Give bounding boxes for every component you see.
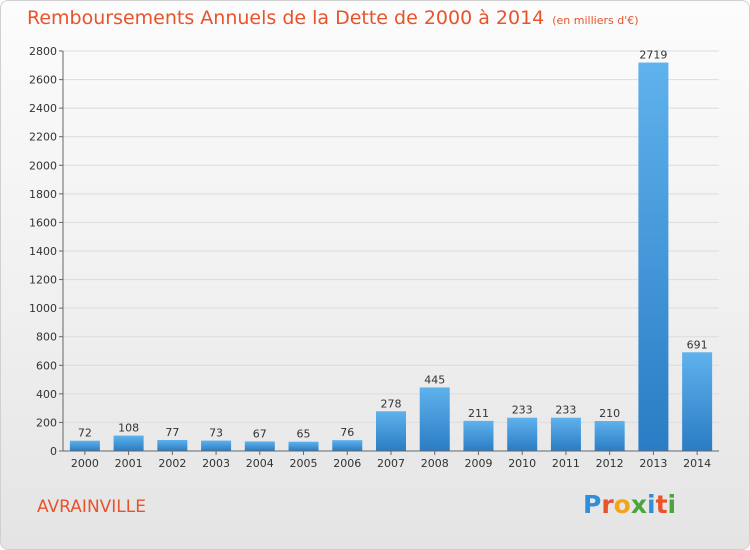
bar xyxy=(507,417,538,451)
x-tick-label: 2003 xyxy=(202,457,230,470)
logo-letter: r xyxy=(601,490,614,519)
bar-value-label: 691 xyxy=(687,338,708,351)
y-tick-label: 0 xyxy=(50,445,57,458)
bar xyxy=(244,441,275,451)
bar-value-label: 108 xyxy=(118,422,139,435)
x-tick-label: 2005 xyxy=(290,457,318,470)
bar-value-label: 233 xyxy=(555,404,576,417)
y-tick-label: 2200 xyxy=(29,131,57,144)
commune-name: AVRAINVILLE xyxy=(37,497,146,517)
bar-value-label: 77 xyxy=(165,426,179,439)
bar-value-label: 76 xyxy=(340,426,354,439)
bar xyxy=(332,440,363,451)
bar xyxy=(288,441,319,451)
x-tick-label: 2001 xyxy=(115,457,143,470)
bar-value-label: 65 xyxy=(297,428,311,441)
x-tick-label: 2009 xyxy=(464,457,492,470)
logo-letter: o xyxy=(613,490,631,519)
y-tick-label: 200 xyxy=(36,416,57,429)
x-tick-label: 2008 xyxy=(421,457,449,470)
bar xyxy=(376,411,406,451)
logo-letter: i xyxy=(647,490,656,519)
y-tick-label: 400 xyxy=(36,388,57,401)
grid-lines xyxy=(63,50,719,452)
x-axis: 2000 2001 2002 2003 2004 2005 2006 2007 2008 2009… xyxy=(63,450,719,470)
bar xyxy=(201,440,232,451)
bar-value-label: 445 xyxy=(424,373,445,386)
x-tick-label: 2011 xyxy=(552,457,580,470)
chart-title: Remboursements Annuels de la Dette de 20… xyxy=(27,7,639,29)
bar xyxy=(682,352,713,451)
unit-text: (en milliers d'€) xyxy=(552,14,639,27)
y-tick-label: 1800 xyxy=(29,188,57,201)
x-tick-label: 2006 xyxy=(333,457,361,470)
logo-letter: t xyxy=(655,490,668,519)
bar xyxy=(419,387,450,451)
bar xyxy=(69,440,100,451)
y-axis: 0 200 400 600 800 1000 1200 1400 1600 1800 2000 220… xyxy=(29,45,64,458)
bar-value-label: 278 xyxy=(381,397,402,410)
bar xyxy=(463,420,494,451)
x-tick-label: 2007 xyxy=(377,457,405,470)
bar-value-label: 2719 xyxy=(639,49,667,62)
bar-value-label: 73 xyxy=(209,427,223,440)
x-tick-label: 2010 xyxy=(508,457,536,470)
bar xyxy=(550,417,581,451)
y-tick-label: 1600 xyxy=(29,216,57,229)
x-tick-label: 2013 xyxy=(639,457,667,470)
bar-value-label: 67 xyxy=(253,427,267,440)
y-tick-label: 2000 xyxy=(29,159,57,172)
y-tick-label: 1200 xyxy=(29,274,57,287)
y-tick-label: 2400 xyxy=(29,102,57,115)
bar-value-label: 233 xyxy=(512,404,533,417)
proxiti-logo: Proxiti xyxy=(583,490,676,519)
y-tick-label: 1000 xyxy=(29,302,57,315)
title-text: Remboursements Annuels de la Dette de 20… xyxy=(27,7,545,29)
x-tick-label: 2014 xyxy=(683,457,711,470)
logo-letter: P xyxy=(583,490,602,519)
x-tick-label: 2004 xyxy=(246,457,274,470)
x-tick-label: 2002 xyxy=(158,457,186,470)
bar xyxy=(638,62,669,451)
x-tick-label: 2012 xyxy=(596,457,624,470)
logo-letter: i xyxy=(667,490,677,519)
bar-value-label: 210 xyxy=(599,407,620,420)
bar-value-label: 72 xyxy=(78,427,92,440)
bar xyxy=(594,421,625,451)
y-tick-label: 600 xyxy=(36,359,57,372)
y-tick-label: 2600 xyxy=(29,74,57,87)
bars: 72 108 77 73 67 65 76 278 445 211 233 233 210 2719 691 xyxy=(69,49,713,451)
bar xyxy=(113,435,144,451)
bar-value-label: 211 xyxy=(468,407,489,420)
y-tick-label: 800 xyxy=(36,331,57,344)
logo-letter: x xyxy=(630,490,647,519)
y-tick-label: 1400 xyxy=(29,245,57,258)
y-tick-label: 2800 xyxy=(29,45,57,58)
bar xyxy=(157,440,188,451)
x-tick-label: 2000 xyxy=(71,457,99,470)
